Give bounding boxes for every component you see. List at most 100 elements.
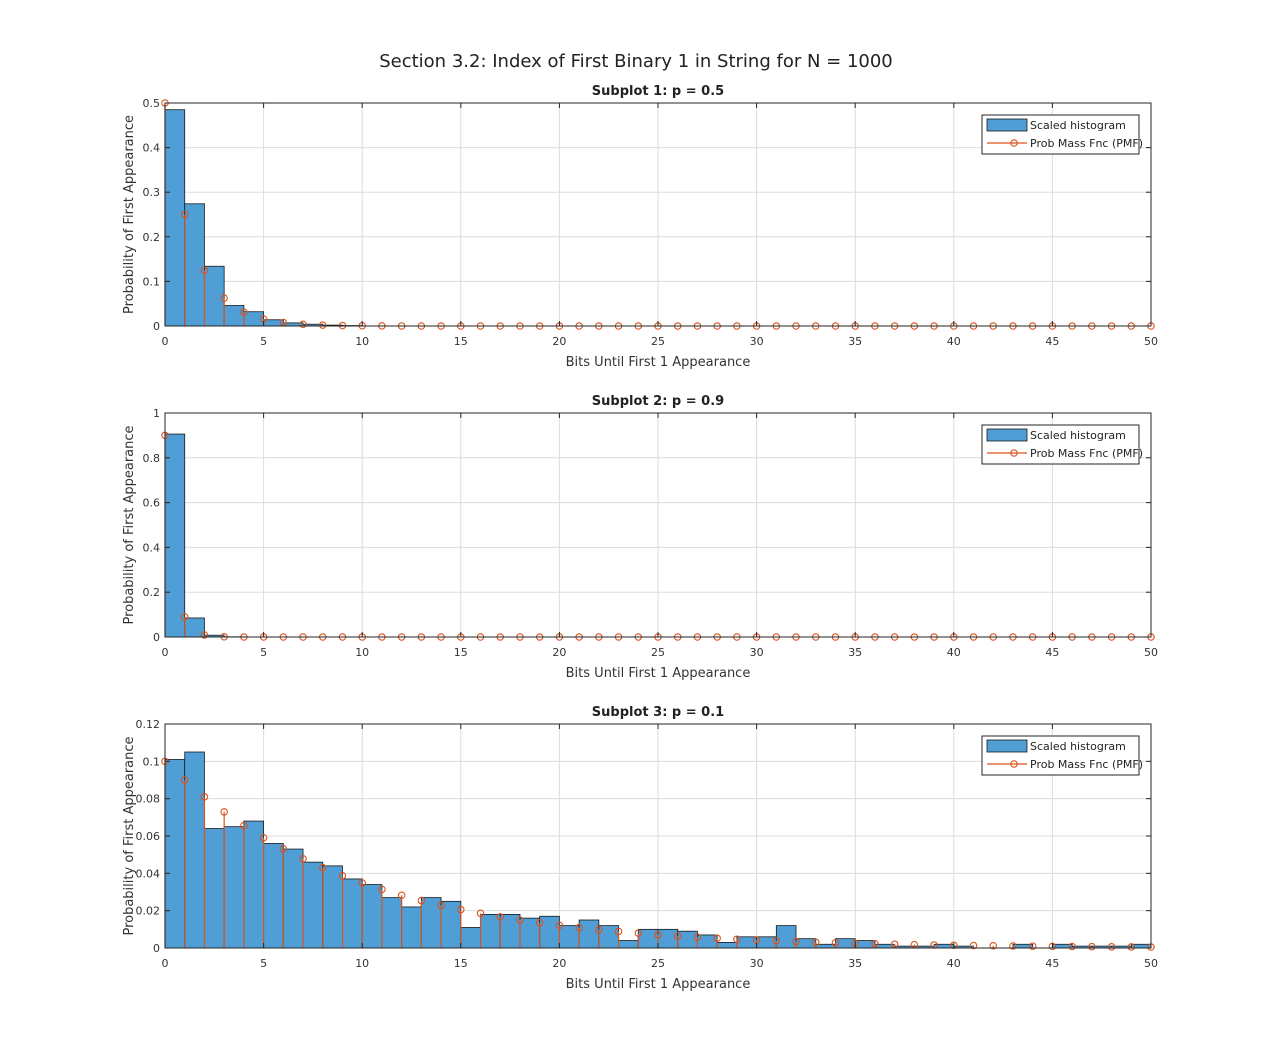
y-tick-label: 0.2 [143,586,161,599]
pmf-marker [1127,943,1136,951]
y-tick-label: 0 [153,942,160,955]
histogram-bar [302,861,324,949]
x-tick-label: 5 [260,646,267,659]
histogram-bar [263,843,284,949]
x-tick-label: 30 [750,646,764,659]
pmf-marker [180,776,189,784]
pmf-marker [200,793,209,801]
pmf-marker [279,845,288,853]
x-tick-label: 25 [651,646,665,659]
y-tick-label: 0.1 [143,755,161,768]
pmf-marker [792,937,800,946]
pmf-marker [496,913,504,921]
histogram-bar [282,848,304,949]
x-tick-label: 40 [947,646,961,659]
pmf-marker [1088,942,1096,951]
x-tick-label: 35 [848,335,862,348]
x-tick-label: 20 [552,646,566,659]
pmf-marker [535,919,544,927]
pmf-marker [693,933,702,941]
pmf-marker [378,885,386,894]
pmf-marker [240,821,248,830]
pmf-marker [555,921,564,930]
y-tick-label: 0.5 [143,97,161,110]
pmf-marker [457,905,465,914]
pmf-marker [890,940,899,948]
histogram-bar [164,759,186,949]
pmf-marker [319,863,327,872]
histogram-bar [342,878,363,949]
x-tick-label: 15 [454,957,468,970]
legend-swatch-pmf-marker [1010,449,1018,457]
x-tick-label: 30 [750,957,764,970]
y-tick-label: 0.06 [136,830,161,843]
x-tick-label: 40 [947,335,961,348]
pmf-marker [319,321,327,329]
y-tick-label: 0.1 [143,275,161,288]
pmf-marker [220,294,228,302]
x-axis-label: Bits Until First 1 Appearance [566,355,751,370]
pmf-marker [476,909,485,918]
x-tick-label: 35 [848,646,862,659]
x-tick-label: 20 [552,957,566,970]
x-tick-label: 10 [355,646,369,659]
y-tick-label: 0 [153,631,160,644]
subplot-2: 0 5 10 15 20 25 30 35 40 45 50 0 0.2 0.4 0.6 0.8 1 Subplo… [122,394,1158,681]
histogram-bar [460,927,481,949]
pmf-marker [180,613,189,621]
subplot-title: Subplot 2: p = 0.9 [592,394,724,409]
pmf-marker [397,891,406,900]
pmf-marker [575,923,583,932]
histogram-bar [223,826,245,949]
pmf-marker [812,938,820,946]
pmf-marker [634,929,643,937]
pmf-marker [1068,942,1076,951]
pmf-marker [180,210,189,219]
histogram-bar [184,203,205,327]
x-tick-label: 40 [947,957,961,970]
legend-label-histogram: Scaled histogram [1030,119,1126,132]
pmf-marker [1107,943,1116,951]
y-tick-label: 0.4 [143,541,161,554]
pmf-marker [437,901,445,910]
x-tick-label: 50 [1144,646,1158,659]
pmf-marker [220,808,228,816]
y-tick-label: 0.2 [143,231,161,244]
pmf-marker [200,631,209,639]
x-tick-label: 10 [355,957,369,970]
x-tick-label: 50 [1144,335,1158,348]
pmf-marker [299,320,307,329]
x-axis-label: Bits Until First 1 Appearance [566,977,751,992]
legend-swatch-pmf-marker [1010,139,1018,147]
histogram-bar [243,820,265,949]
pmf-marker [969,941,978,950]
legend: Scaled histogram Prob Mass Fnc (PMF) [981,735,1143,776]
pmf-marker [733,935,741,943]
histogram-bar [657,928,679,949]
legend: Scaled histogram Prob Mass Fnc (PMF) [981,114,1143,155]
x-tick-label: 45 [1045,957,1059,970]
x-tick-label: 0 [162,335,169,348]
x-tick-label: 50 [1144,957,1158,970]
y-axis-label: Probability of First Appearance [122,736,137,935]
histogram-bar [401,906,422,949]
pmf-marker [989,942,997,950]
y-axis-label: Probability of First Appearance [122,425,137,624]
x-tick-label: 25 [651,957,665,970]
legend-swatch-histogram [986,739,1028,753]
pmf-marker [595,925,603,934]
x-tick-label: 15 [454,646,468,659]
pmf-marker [259,834,268,842]
pmf-marker [1009,942,1017,950]
pmf-marker [713,934,721,942]
histogram-bar [164,433,186,638]
subplot-1: 0 5 10 15 20 25 30 35 40 45 50 0 0.1 0.2 0.3 0.4 0.5 Subp… [122,84,1158,370]
legend-label-histogram: Scaled histogram [1030,429,1126,442]
y-tick-label: 0.04 [136,867,161,880]
legend-swatch-histogram [986,428,1028,442]
histogram-bar [618,940,639,949]
histogram-bar [164,109,186,327]
histogram-bar [775,925,797,949]
x-tick-label: 0 [162,646,169,659]
subplot-3: 0 5 10 15 20 25 30 35 40 45 50 0 0.02 0.04 0.06 0.08 0.1… [122,705,1158,992]
